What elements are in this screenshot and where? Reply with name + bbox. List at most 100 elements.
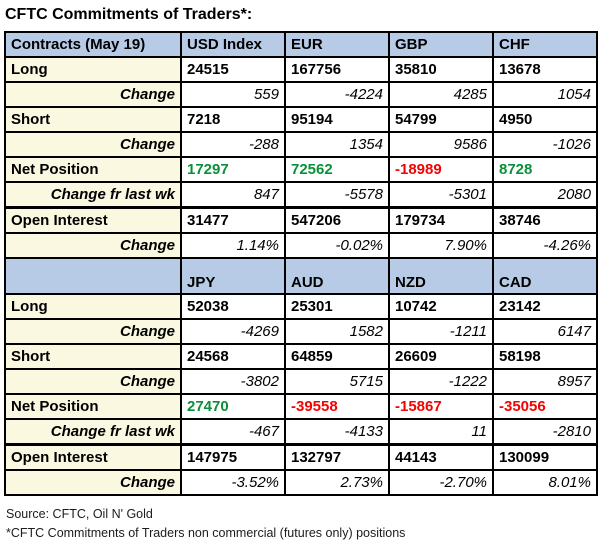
table-row: Change -4269 1582 -1211 6147 <box>4 318 598 345</box>
source-text: Source: CFTC, Oil N' Gold <box>6 507 153 521</box>
corner-label <box>4 257 182 295</box>
table-row: Open Interest 31477 547206 179734 38746 <box>4 206 598 234</box>
value-cell: 54799 <box>388 106 494 133</box>
value-cell: 8.01% <box>492 469 598 496</box>
value-cell: 11 <box>388 418 494 446</box>
row-label: Change <box>4 232 182 259</box>
table-row: Open Interest 147975 132797 44143 130099 <box>4 443 598 471</box>
value-cell: 13678 <box>492 56 598 83</box>
value-cell: 35810 <box>388 56 494 83</box>
footnote-text: *CFTC Commitments of Traders non commerc… <box>6 526 406 540</box>
value-cell: 1054 <box>492 81 598 108</box>
table-row: Change -288 1354 9586 -1026 <box>4 131 598 158</box>
value-cell: 2080 <box>492 181 598 209</box>
value-cell: 44143 <box>388 443 494 471</box>
value-cell: 27470 <box>180 393 286 420</box>
table-section-header: JPY AUD NZD CAD <box>4 257 598 295</box>
row-label: Change <box>4 368 182 395</box>
value-cell: -4269 <box>180 318 286 345</box>
value-cell: 31477 <box>180 206 286 234</box>
corner-label: Contracts (May 19) <box>4 31 182 58</box>
table-row: Change fr last wk -467 -4133 11 -2810 <box>4 418 598 446</box>
row-label: Change fr last wk <box>4 181 182 209</box>
row-label: Long <box>4 293 182 320</box>
value-cell: -1026 <box>492 131 598 158</box>
value-cell: -1211 <box>388 318 494 345</box>
value-cell: 26609 <box>388 343 494 370</box>
value-cell: 58198 <box>492 343 598 370</box>
table-row: Change -3802 5715 -1222 8957 <box>4 368 598 395</box>
value-cell: -5301 <box>388 181 494 209</box>
value-cell: -0.02% <box>284 232 390 259</box>
value-cell: 17297 <box>180 156 286 183</box>
table-row: Net Position 17297 72562 -18989 8728 <box>4 156 598 183</box>
table-row: Net Position 27470 -39558 -15867 -35056 <box>4 393 598 420</box>
value-cell: 25301 <box>284 293 390 320</box>
column-header: AUD <box>284 257 390 295</box>
column-header: USD Index <box>180 31 286 58</box>
value-cell: -1222 <box>388 368 494 395</box>
row-label: Change fr last wk <box>4 418 182 446</box>
value-cell: 547206 <box>284 206 390 234</box>
row-label: Open Interest <box>4 443 182 471</box>
value-cell: 1354 <box>284 131 390 158</box>
page-title: CFTC Commitments of Traders*: <box>5 6 253 23</box>
value-cell: 38746 <box>492 206 598 234</box>
value-cell: 9586 <box>388 131 494 158</box>
value-cell: 847 <box>180 181 286 209</box>
table-row: Short 7218 95194 54799 4950 <box>4 106 598 133</box>
column-header: CHF <box>492 31 598 58</box>
value-cell: -467 <box>180 418 286 446</box>
row-label: Open Interest <box>4 206 182 234</box>
column-header: EUR <box>284 31 390 58</box>
row-label: Change <box>4 131 182 158</box>
value-cell: 5715 <box>284 368 390 395</box>
table-row: Long 24515 167756 35810 13678 <box>4 56 598 83</box>
value-cell: 147975 <box>180 443 286 471</box>
value-cell: -4224 <box>284 81 390 108</box>
value-cell: 1.14% <box>180 232 286 259</box>
row-label: Change <box>4 81 182 108</box>
value-cell: 7.90% <box>388 232 494 259</box>
value-cell: 52038 <box>180 293 286 320</box>
value-cell: 4285 <box>388 81 494 108</box>
value-cell: 95194 <box>284 106 390 133</box>
row-label: Short <box>4 343 182 370</box>
value-cell: 23142 <box>492 293 598 320</box>
value-cell: 167756 <box>284 56 390 83</box>
column-header: GBP <box>388 31 494 58</box>
column-header: JPY <box>180 257 286 295</box>
row-label: Net Position <box>4 156 182 183</box>
value-cell: -35056 <box>492 393 598 420</box>
value-cell: -3.52% <box>180 469 286 496</box>
table-row: Long 52038 25301 10742 23142 <box>4 293 598 320</box>
value-cell: 7218 <box>180 106 286 133</box>
table-row: Change 1.14% -0.02% 7.90% -4.26% <box>4 232 598 259</box>
row-label: Change <box>4 469 182 496</box>
value-cell: 130099 <box>492 443 598 471</box>
value-cell: 24568 <box>180 343 286 370</box>
row-label: Short <box>4 106 182 133</box>
value-cell: -2810 <box>492 418 598 446</box>
value-cell: -39558 <box>284 393 390 420</box>
column-header: NZD <box>388 257 494 295</box>
value-cell: 64859 <box>284 343 390 370</box>
value-cell: 8728 <box>492 156 598 183</box>
value-cell: -5578 <box>284 181 390 209</box>
value-cell: -4133 <box>284 418 390 446</box>
value-cell: 559 <box>180 81 286 108</box>
column-header: CAD <box>492 257 598 295</box>
value-cell: 10742 <box>388 293 494 320</box>
value-cell: 72562 <box>284 156 390 183</box>
value-cell: 1582 <box>284 318 390 345</box>
value-cell: 2.73% <box>284 469 390 496</box>
value-cell: -15867 <box>388 393 494 420</box>
value-cell: -288 <box>180 131 286 158</box>
table-section-header: Contracts (May 19) USD Index EUR GBP CHF <box>4 31 598 58</box>
row-label: Long <box>4 56 182 83</box>
row-label: Change <box>4 318 182 345</box>
table-row: Change 559 -4224 4285 1054 <box>4 81 598 108</box>
cot-table: Contracts (May 19) USD Index EUR GBP CHF Long… <box>4 31 598 496</box>
table-row: Change -3.52% 2.73% -2.70% 8.01% <box>4 469 598 496</box>
